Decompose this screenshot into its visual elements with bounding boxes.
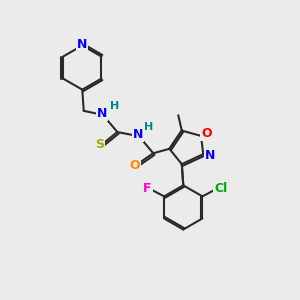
Text: F: F: [143, 182, 152, 195]
Text: S: S: [95, 139, 104, 152]
Text: O: O: [129, 158, 140, 172]
Text: N: N: [97, 107, 107, 120]
Text: H: H: [145, 122, 154, 132]
Text: Cl: Cl: [214, 182, 227, 195]
Text: N: N: [77, 38, 88, 51]
Text: O: O: [201, 127, 211, 140]
Text: H: H: [110, 100, 119, 110]
Text: N: N: [205, 149, 215, 162]
Text: N: N: [133, 128, 143, 142]
